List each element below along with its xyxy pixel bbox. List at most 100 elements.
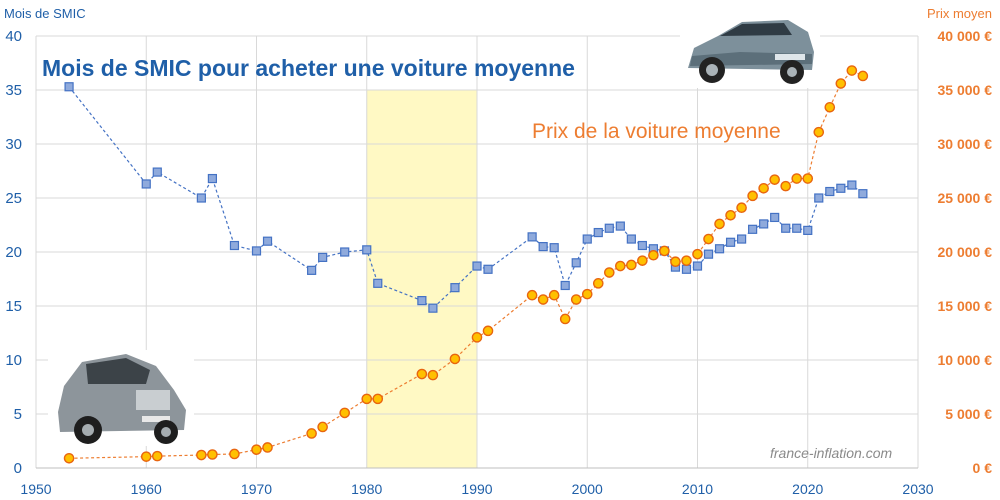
x-axis-tick-label: 1960 <box>131 481 162 497</box>
highlight-band-1980-1990 <box>366 89 478 469</box>
smic-months-point <box>604 223 614 233</box>
left-axis-tick-label: 15 <box>5 298 22 315</box>
smic-months-point <box>571 258 581 268</box>
x-axis-tick-label: 1950 <box>20 481 51 497</box>
right-axis-tick-label: 40 000 € <box>938 28 993 44</box>
left-axis-tick-label: 30 <box>5 136 22 153</box>
left-axis-tick-label: 20 <box>5 244 22 261</box>
car-price-point <box>427 369 439 381</box>
smic-months-point <box>615 221 625 231</box>
smic-months-point <box>748 224 758 234</box>
smic-months-point <box>814 193 824 203</box>
x-axis-tick-label: 2000 <box>572 481 603 497</box>
car-price-point <box>559 313 571 325</box>
car-price-point <box>581 288 593 300</box>
smic-months-point <box>152 167 162 177</box>
x-axis-tick-label: 2030 <box>902 481 933 497</box>
smic-months-point <box>318 252 328 262</box>
smic-months-point <box>825 186 835 197</box>
smic-months-point <box>803 225 813 235</box>
left-axis-tick-label: 0 <box>14 460 22 477</box>
car-price-point <box>317 421 328 433</box>
car-price-point <box>592 278 604 289</box>
car-price-point <box>361 393 373 405</box>
smic-months-point <box>472 261 482 271</box>
car-price-point <box>229 448 240 460</box>
car-price-point <box>791 173 803 184</box>
smic-months-point <box>527 232 537 242</box>
car-price-point <box>824 101 836 113</box>
car-price-point <box>471 332 483 343</box>
car-price-point <box>262 442 273 453</box>
car-price-point <box>692 248 703 260</box>
car-price-point <box>207 449 218 460</box>
car-price-point <box>306 428 317 439</box>
smic-months-point <box>847 180 857 190</box>
smic-months-point <box>736 234 747 244</box>
x-axis-tick-label: 2020 <box>792 481 823 497</box>
car-price-point <box>758 182 769 194</box>
car-price-point <box>151 450 163 462</box>
smic-months-point <box>714 244 725 254</box>
car-price-point <box>196 449 207 461</box>
car-price-point <box>857 70 869 82</box>
axis-layer: 0 0 € 5 5 000 € 10 10 000 € 15 15 000 € 20 20 000… <box>5 28 992 497</box>
smic-months-point <box>373 278 383 288</box>
left-axis-tick-label: 25 <box>5 190 22 207</box>
left-axis-tick-label: 10 <box>5 352 22 369</box>
smic-months-point <box>836 183 846 193</box>
car-price-point <box>615 260 626 272</box>
smic-months-point <box>340 247 350 257</box>
car-price-point <box>780 180 792 192</box>
smic-months-point <box>141 179 151 189</box>
car-price-point <box>140 451 152 462</box>
car-price-point <box>251 444 262 455</box>
right-axis-tick-label: 25 000 € <box>938 190 993 206</box>
smic-months-point <box>792 223 802 233</box>
smic-months-point <box>781 223 791 233</box>
smic-months-point <box>251 246 262 256</box>
smic-months-point <box>681 264 692 274</box>
smic-months-point <box>703 249 714 259</box>
smic-months-point <box>626 234 636 244</box>
car-price-point <box>769 174 780 185</box>
car-price-point <box>813 126 825 138</box>
smic-months-point <box>450 283 460 293</box>
smic-months-point <box>483 264 493 274</box>
vintage-car-photo-icon <box>48 350 194 446</box>
smic-months-point <box>759 219 769 229</box>
car-price-point <box>449 353 461 365</box>
car-price-point <box>703 233 714 245</box>
marker-layer <box>63 65 869 464</box>
right-axis-tick-label: 0 € <box>973 460 993 476</box>
smic-months-point <box>207 173 217 184</box>
car-price-point <box>670 256 681 268</box>
car-price-point <box>482 325 494 337</box>
car-price-point <box>802 173 814 184</box>
smic-months-point <box>428 303 438 313</box>
right-axis-tick-label: 35 000 € <box>938 82 993 98</box>
smic-months-point <box>582 234 592 244</box>
smic-months-point <box>637 240 647 251</box>
right-axis-tick-label: 30 000 € <box>938 136 993 152</box>
right-axis-unit-label: Prix moyen <box>927 6 992 21</box>
smic-months-point <box>538 242 548 252</box>
left-axis-tick-label: 35 <box>5 82 22 99</box>
car-price-point <box>637 255 648 266</box>
car-price-point <box>626 259 637 271</box>
smic-months-point <box>692 261 703 271</box>
right-axis-tick-label: 10 000 € <box>938 352 993 368</box>
smic-months-point <box>549 243 559 253</box>
highlight-band-layer <box>366 89 478 469</box>
car-price-point <box>659 245 670 257</box>
car-price-point <box>537 294 549 305</box>
right-axis-tick-label: 5 000 € <box>945 406 992 422</box>
smic-months-point <box>858 189 868 199</box>
left-axis-unit-label: Mois de SMIC <box>4 6 86 21</box>
left-axis-tick-label: 40 <box>5 28 22 45</box>
smic-months-point <box>262 236 273 246</box>
smic-months-point <box>770 212 780 223</box>
smic-months-point <box>725 237 736 247</box>
right-axis-tick-label: 20 000 € <box>938 244 993 260</box>
car-price-point <box>725 209 736 221</box>
